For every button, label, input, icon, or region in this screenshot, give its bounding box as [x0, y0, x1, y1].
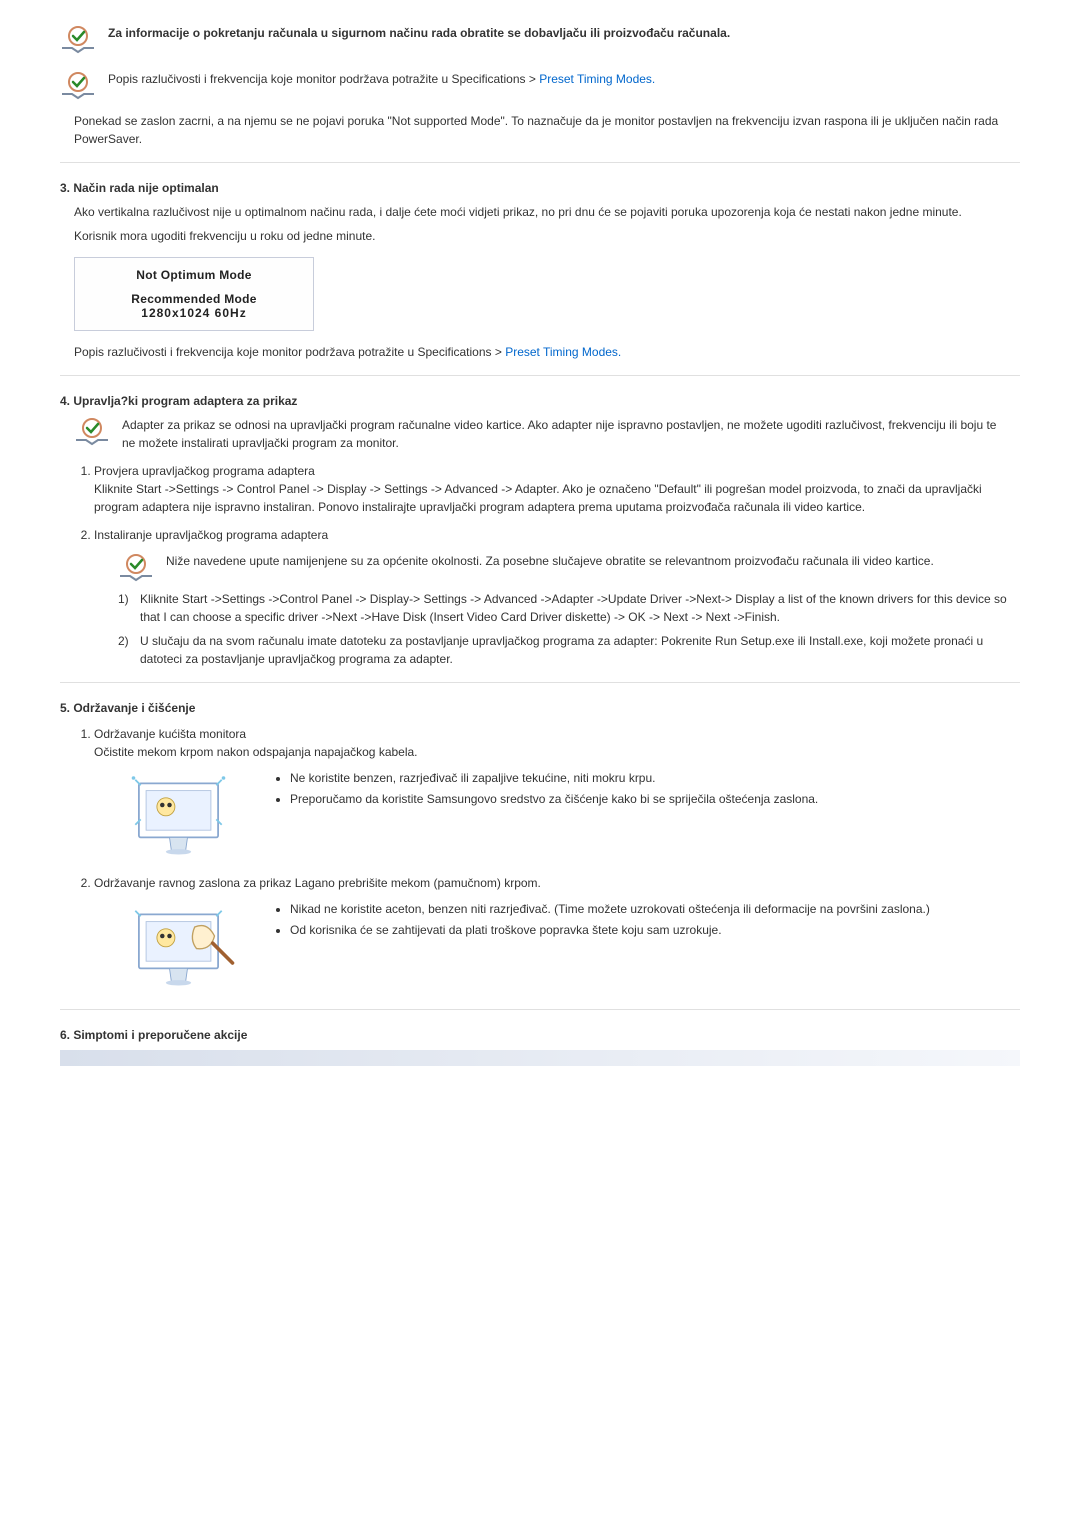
- section-6-title: 6. Simptomi i preporučene akcije: [60, 1028, 1020, 1042]
- maintenance-row-1: Ne koristite benzen, razrjeđivač ili zap…: [118, 769, 1020, 864]
- divider: [60, 162, 1020, 163]
- section-4-item-1: Provjera upravljačkog programa adaptera …: [94, 462, 1020, 516]
- preset-timing-link[interactable]: Preset Timing Modes.: [539, 72, 655, 86]
- divider: [60, 682, 1020, 683]
- maintenance-row-2: Nikad ne koristite aceton, benzen niti r…: [118, 900, 1020, 995]
- maint-1-bullet-1: Ne koristite benzen, razrjeđivač ili zap…: [290, 769, 1020, 787]
- section-4-item-2: Instaliranje upravljačkog programa adapt…: [94, 526, 1020, 668]
- intro-note-2: Popis razlučivosti i frekvencija koje mo…: [60, 66, 1020, 104]
- section-5-item-1-head: Održavanje kućišta monitora: [94, 727, 246, 741]
- mode-box-line1: Not Optimum Mode: [75, 268, 313, 282]
- section-4-item-2-note: Niže navedene upute namijenjene su za op…: [118, 552, 1020, 582]
- intro-note-2-text: Popis razlučivosti i frekvencija koje mo…: [108, 70, 1020, 100]
- intro-note-2-pre: Popis razlučivosti i frekvencija koje mo…: [108, 72, 539, 86]
- section-4-intro-text: Adapter za prikaz se odnosi na upravljač…: [122, 416, 1006, 452]
- check-icon: [118, 552, 154, 582]
- maint-2-bullet-2: Od korisnika će se zahtijevati da plati …: [290, 921, 1020, 939]
- section-4-title: 4. Upravlja?ki program adaptera za prika…: [60, 394, 1020, 408]
- section-4-list: Provjera upravljačkog programa adaptera …: [94, 462, 1020, 668]
- section-4-intro-block: Adapter za prikaz se odnosi na upravljač…: [74, 416, 1006, 452]
- section-5-item-2: Održavanje ravnog zaslona za prikaz Laga…: [94, 874, 1020, 995]
- section-4-item-2-head: Instaliranje upravljačkog programa adapt…: [94, 528, 328, 542]
- section-5-item-1: Održavanje kućišta monitora Očistite mek…: [94, 725, 1020, 864]
- check-icon: [74, 416, 110, 446]
- divider: [60, 375, 1020, 376]
- maint-1-bullet-2: Preporučamo da koristite Samsungovo sred…: [290, 790, 1020, 808]
- section-5-list: Održavanje kućišta monitora Očistite mek…: [94, 725, 1020, 995]
- section-3-title: 3. Način rada nije optimalan: [60, 181, 1020, 195]
- section-4-sub-2: U slučaju da na svom računalu imate dato…: [118, 632, 1020, 668]
- maint-2-bullet-1: Nikad ne koristite aceton, benzen niti r…: [290, 900, 1020, 918]
- section-5-item-1-body: Očistite mekom krpom nakon odspajanja na…: [94, 745, 418, 759]
- section-3-p3: Popis razlučivosti i frekvencija koje mo…: [74, 343, 1020, 361]
- mode-box-line2: Recommended Mode: [75, 292, 313, 306]
- section-3-p2: Korisnik mora ugoditi frekvenciju u roku…: [74, 227, 1020, 245]
- section-4-sub-1: Kliknite Start ->Settings ->Control Pane…: [118, 590, 1020, 626]
- check-icon: [60, 24, 96, 54]
- intro-note-1: Za informacije o pokretanju računala u s…: [60, 20, 1020, 58]
- monitor-wipe-image: [118, 900, 248, 995]
- intro-paragraph: Ponekad se zaslon zacrni, a na njemu se …: [74, 112, 1020, 148]
- check-icon: [60, 70, 96, 100]
- maintenance-bullets-2: Nikad ne koristite aceton, benzen niti r…: [290, 900, 1020, 942]
- section-3-p3-pre: Popis razlučivosti i frekvencija koje mo…: [74, 345, 505, 359]
- maintenance-bullets-1: Ne koristite benzen, razrjeđivač ili zap…: [290, 769, 1020, 811]
- section-5-item-2-head: Održavanje ravnog zaslona za prikaz Laga…: [94, 876, 541, 890]
- section-4-sublist: Kliknite Start ->Settings ->Control Pane…: [118, 590, 1020, 668]
- section-4-item-1-head: Provjera upravljačkog programa adaptera: [94, 464, 315, 478]
- mode-box-line3: 1280x1024 60Hz: [75, 306, 313, 320]
- section-3-p1: Ako vertikalna razlučivost nije u optima…: [74, 203, 1020, 221]
- mode-warning-box: Not Optimum Mode Recommended Mode 1280x1…: [74, 257, 314, 331]
- section-6-bar: [60, 1050, 1020, 1066]
- section-5-title: 5. Održavanje i čišćenje: [60, 701, 1020, 715]
- divider: [60, 1009, 1020, 1010]
- section-4-item-1-body: Kliknite Start ->Settings -> Control Pan…: [94, 482, 982, 514]
- preset-timing-link-2[interactable]: Preset Timing Modes.: [505, 345, 621, 359]
- section-4-item-2-note-text: Niže navedene upute namijenjene su za op…: [166, 552, 1020, 582]
- intro-note-1-text: Za informacije o pokretanju računala u s…: [108, 24, 1020, 54]
- monitor-clean-image: [118, 769, 248, 864]
